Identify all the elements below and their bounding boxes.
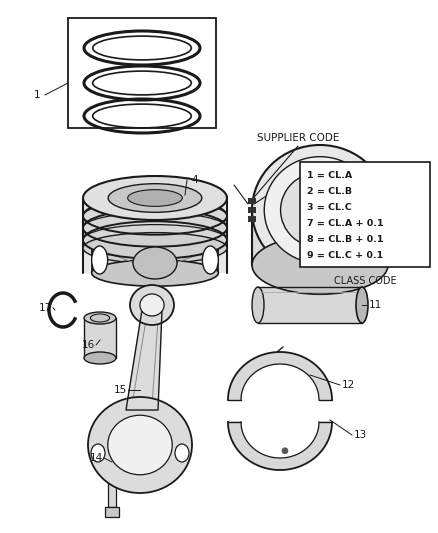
Ellipse shape <box>175 444 189 462</box>
Ellipse shape <box>83 213 227 244</box>
Text: SUPPLIER CODE: SUPPLIER CODE <box>257 133 339 143</box>
Text: 3 = CL.C: 3 = CL.C <box>307 203 352 212</box>
Ellipse shape <box>252 145 388 275</box>
Text: 1 = CL.A: 1 = CL.A <box>307 171 352 180</box>
Bar <box>300 162 430 267</box>
Ellipse shape <box>252 236 388 294</box>
Ellipse shape <box>84 352 116 364</box>
Polygon shape <box>126 310 162 410</box>
Text: 16: 16 <box>81 340 95 350</box>
Bar <box>84 318 116 358</box>
Ellipse shape <box>84 312 116 324</box>
Text: 8 = CL.B + 0.1: 8 = CL.B + 0.1 <box>307 235 384 244</box>
Text: 14: 14 <box>89 453 102 463</box>
Polygon shape <box>228 352 332 400</box>
Text: 15: 15 <box>113 385 127 395</box>
Bar <box>248 198 256 204</box>
Ellipse shape <box>202 246 219 274</box>
Bar <box>248 207 256 213</box>
Bar <box>105 507 119 517</box>
Text: 13: 13 <box>353 430 367 440</box>
Bar <box>92 250 219 273</box>
Polygon shape <box>228 422 332 470</box>
Ellipse shape <box>281 172 360 248</box>
Ellipse shape <box>108 415 172 475</box>
Text: 1: 1 <box>34 90 40 100</box>
Ellipse shape <box>130 285 174 325</box>
Ellipse shape <box>92 246 108 274</box>
Text: 17: 17 <box>39 303 52 313</box>
Bar <box>108 455 116 507</box>
Bar <box>252 210 388 265</box>
Text: 2 = CL.B: 2 = CL.B <box>307 187 352 196</box>
Text: 12: 12 <box>341 380 355 390</box>
Bar <box>83 198 227 273</box>
Ellipse shape <box>356 287 368 323</box>
Ellipse shape <box>140 294 164 316</box>
Ellipse shape <box>282 448 288 454</box>
Ellipse shape <box>133 247 177 279</box>
Bar <box>258 287 362 323</box>
Ellipse shape <box>108 184 202 212</box>
Text: 11: 11 <box>368 300 381 310</box>
Ellipse shape <box>264 157 376 263</box>
Text: 7 = CL.A + 0.1: 7 = CL.A + 0.1 <box>307 219 384 228</box>
Ellipse shape <box>83 176 227 220</box>
Ellipse shape <box>83 232 227 263</box>
Ellipse shape <box>83 224 227 255</box>
Ellipse shape <box>127 190 182 206</box>
Bar <box>68 18 216 128</box>
Text: 9 = CL.C + 0.1: 9 = CL.C + 0.1 <box>307 251 383 260</box>
Ellipse shape <box>92 260 219 286</box>
Ellipse shape <box>88 397 192 493</box>
Bar <box>248 216 256 222</box>
Text: CLASS CODE: CLASS CODE <box>334 276 396 286</box>
Ellipse shape <box>83 200 227 231</box>
Text: 4: 4 <box>192 175 198 185</box>
Ellipse shape <box>301 192 339 228</box>
Ellipse shape <box>91 444 105 462</box>
Ellipse shape <box>252 287 264 323</box>
